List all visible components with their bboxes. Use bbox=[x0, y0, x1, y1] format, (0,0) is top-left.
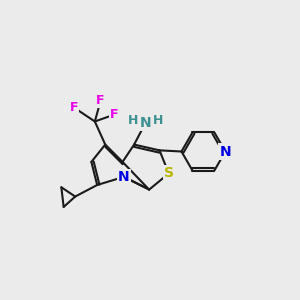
Text: F: F bbox=[110, 108, 119, 121]
Text: S: S bbox=[164, 167, 174, 180]
Text: N: N bbox=[140, 116, 152, 130]
Text: H: H bbox=[128, 114, 138, 127]
Text: F: F bbox=[96, 94, 105, 107]
Text: H: H bbox=[153, 114, 164, 127]
Text: F: F bbox=[70, 101, 78, 114]
Text: N: N bbox=[118, 170, 130, 184]
Text: N: N bbox=[220, 145, 231, 158]
